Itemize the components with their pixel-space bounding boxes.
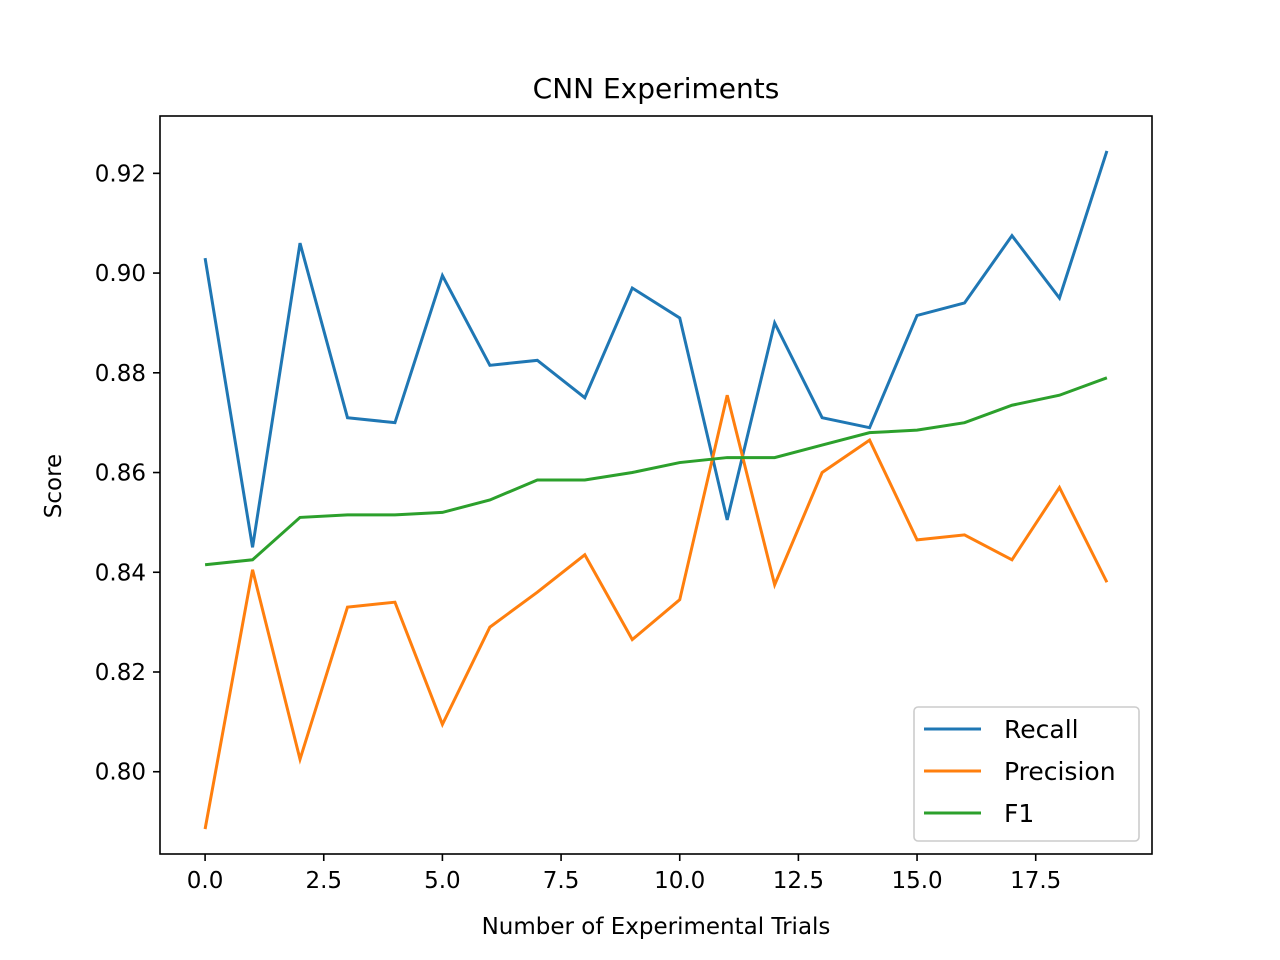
x-tick-label: 7.5	[543, 868, 580, 894]
x-axis-label: Number of Experimental Trials	[482, 914, 831, 940]
x-tick-label: 5.0	[424, 868, 461, 894]
series-line-f1	[204, 376, 1108, 567]
y-tick-label: 0.84	[95, 560, 146, 586]
y-tick-label: 0.80	[95, 760, 146, 786]
y-tick-label: 0.92	[95, 161, 146, 187]
y-axis-ticks: 0.80 0.82 0.84 0.86 0.88 0.90 0.92	[95, 161, 160, 786]
series-layer	[203, 150, 1109, 830]
y-tick-label: 0.82	[95, 660, 146, 686]
x-tick-label: 12.5	[773, 868, 824, 894]
legend-label-f1: F1	[1004, 799, 1034, 828]
legend-box	[913, 706, 1140, 842]
chart-title: CNN Experiments	[533, 72, 780, 105]
y-tick-label: 0.86	[95, 461, 146, 487]
x-tick-label: 0.0	[187, 868, 224, 894]
x-tick-label: 2.5	[305, 868, 342, 894]
series-line-recall	[203, 150, 1109, 548]
x-tick-label: 10.0	[654, 868, 705, 894]
x-tick-label: 15.0	[891, 868, 942, 894]
series-line-precision	[203, 394, 1109, 830]
legend: Recall Precision F1	[913, 706, 1140, 842]
legend-label-recall: Recall	[1004, 715, 1079, 744]
y-tick-label: 0.90	[95, 261, 146, 287]
x-axis-ticks: 0.0 2.5 5.0 7.5 10.0 12.5 15.0 17.5	[187, 854, 1061, 894]
y-tick-label: 0.88	[95, 361, 146, 387]
x-tick-label: 17.5	[1010, 868, 1061, 894]
y-axis-label: Score	[41, 454, 67, 518]
legend-label-precision: Precision	[1004, 757, 1116, 786]
plot-area-frame	[159, 115, 1153, 855]
